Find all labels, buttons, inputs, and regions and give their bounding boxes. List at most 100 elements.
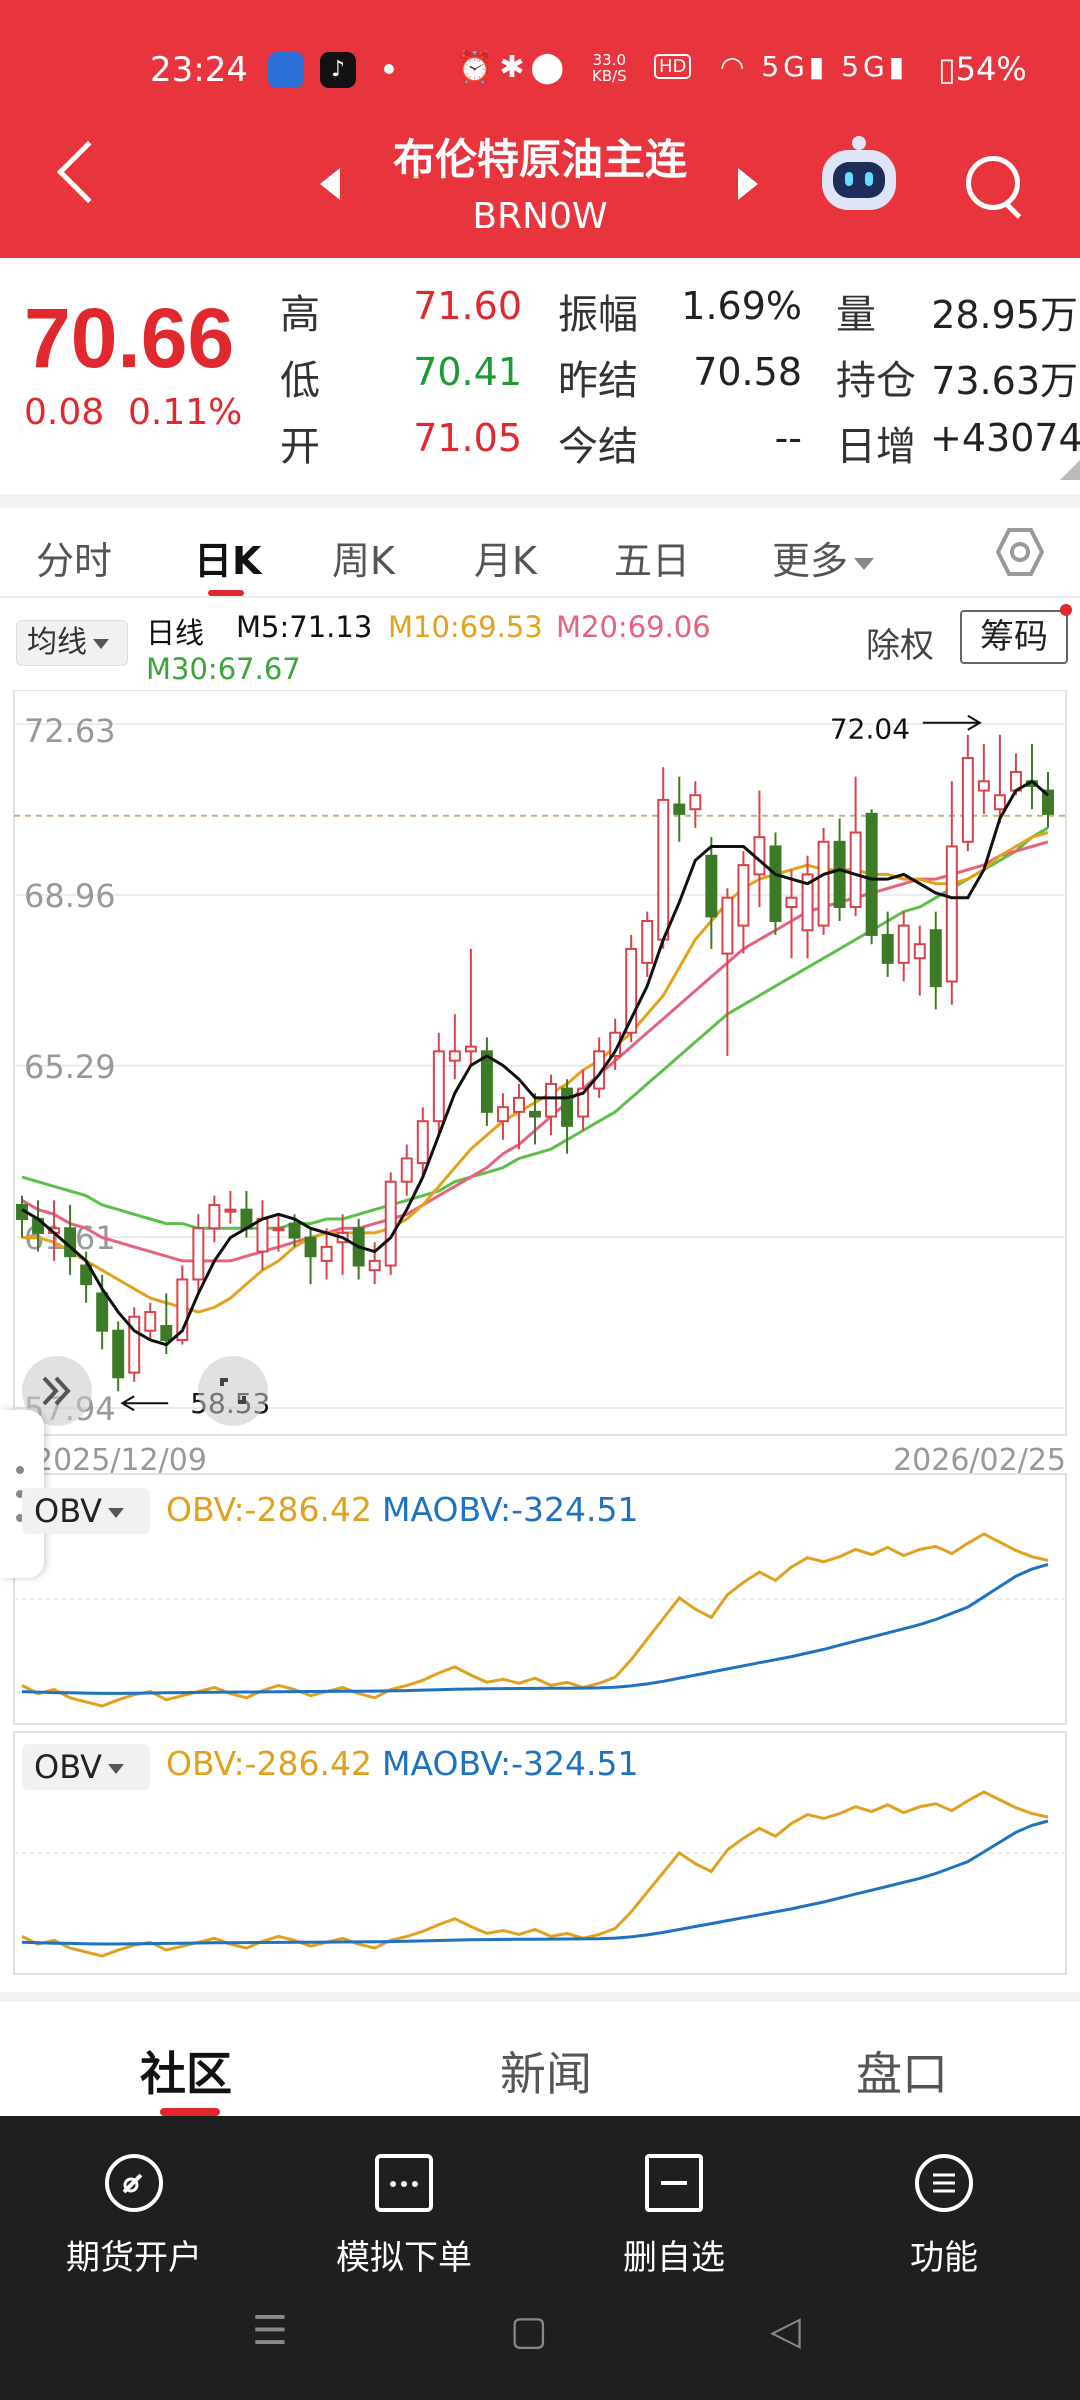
notification-app-icon: [268, 52, 304, 88]
system-home-icon[interactable]: ▢: [510, 2308, 548, 2354]
tab-order-book[interactable]: 盘口: [856, 2047, 948, 2101]
m20-line: [21, 840, 1049, 1263]
tab-five-day[interactable]: 五日: [614, 539, 691, 583]
candle-body: [977, 780, 990, 792]
battery-level: ▯54%: [938, 50, 1027, 88]
chuquan-toggle[interactable]: 除权: [866, 626, 934, 666]
legend-m5: M5:71.13: [236, 610, 373, 644]
tab-weekly-k[interactable]: 周K: [332, 539, 395, 583]
divider: [0, 494, 1080, 508]
obv-legend-obv-2: OBV:-286.42: [166, 1744, 372, 1783]
candle-body: [529, 1110, 541, 1118]
app-header: 23:24 ♪ ⏰✱⬤ 33.0 KB/S HD ◠ 5G▮ 5G▮ ▯54% …: [0, 0, 1080, 258]
more-notifications-icon: [384, 64, 394, 74]
quote-panel: [0, 258, 1080, 494]
page-title: 布伦特原油主连: [392, 135, 687, 184]
robot-assistant-icon[interactable]: [822, 136, 896, 210]
candle-body: [160, 1325, 173, 1342]
prev-contract-icon[interactable]: [320, 168, 340, 200]
quote-label-amplitude: 振幅: [558, 292, 638, 338]
last-price: 70.66: [24, 291, 235, 385]
simulated-order-button[interactable]: 模拟下单: [304, 2138, 504, 2279]
obv-indicator-select[interactable]: OBV: [22, 1488, 150, 1534]
quote-label-prev-settle: 昨结: [558, 358, 638, 404]
quote-value-settle: --: [774, 416, 802, 460]
quote-value-daily-change: +43074: [930, 416, 1080, 460]
candle-body: [929, 929, 942, 988]
chouma-button[interactable]: 筹码: [960, 610, 1068, 664]
obv-panel-2-obv-line: [21, 1790, 1049, 1958]
ma-select-dropdown[interactable]: 均线: [16, 620, 128, 666]
candle-body: [256, 1217, 269, 1253]
period-tabs: 分时 日K 周K 月K 五日 更多: [0, 508, 1080, 598]
obv-indicator-select-2[interactable]: OBV: [22, 1744, 150, 1790]
candle-body: [897, 924, 910, 964]
candle-body: [400, 1157, 413, 1183]
candle-body: [657, 798, 670, 941]
notification-dot: [1060, 604, 1072, 616]
bluetooth-icon: ✱: [499, 50, 531, 85]
status-time: 23:24: [150, 50, 248, 90]
chevron-down-icon: [93, 638, 109, 649]
candle-body: [689, 794, 702, 811]
chevron-down-icon: [108, 1764, 125, 1774]
tab-more[interactable]: 更多: [772, 530, 875, 585]
remove-watchlist-button[interactable]: 删自选: [574, 2138, 774, 2279]
quote-label-open-interest: 持仓: [836, 358, 916, 404]
ma-select-label: 均线: [27, 625, 87, 660]
candle-body: [192, 1227, 205, 1281]
m5-line: [21, 779, 1049, 1347]
expand-corner-icon[interactable]: [1060, 460, 1080, 480]
obv-legend-maobv: MAOBV:-324.51: [382, 1490, 639, 1529]
tab-more-label: 更多: [772, 539, 849, 583]
legend-m10: M10:69.53: [388, 610, 543, 644]
net-speed: 33.0 KB/S: [592, 52, 627, 84]
hd-icon: HD: [654, 54, 692, 79]
candle-body: [208, 1203, 221, 1230]
battery-text: 54%: [955, 50, 1027, 88]
functions-button[interactable]: 功能: [844, 2138, 1044, 2279]
chart-area: 72.6368.9665.2961.6157.9472.0458.532025/…: [0, 690, 1080, 1980]
tab-news[interactable]: 新闻: [500, 2047, 592, 2101]
candle-body: [128, 1315, 141, 1374]
tab-community[interactable]: 社区: [140, 2047, 232, 2101]
candle-body: [817, 840, 830, 927]
account-icon: [105, 2154, 163, 2212]
candle-body: [384, 1180, 397, 1267]
system-back-icon[interactable]: ◁: [770, 2308, 801, 2354]
wifi-icon: ◠: [720, 50, 749, 83]
tab-daily-k[interactable]: 日K: [194, 539, 262, 583]
quote-value-prev-settle: 70.58: [693, 350, 802, 394]
search-icon[interactable]: [966, 156, 1020, 210]
candle-body: [480, 1050, 493, 1113]
double-chevron-right-icon: [42, 1376, 71, 1406]
settings-icon[interactable]: [994, 526, 1046, 578]
quote-value-amplitude: 1.69%: [681, 284, 802, 328]
quote-value-low: 70.41: [413, 350, 522, 394]
fullscreen-button[interactable]: [198, 1356, 268, 1426]
candle-body: [737, 864, 750, 927]
candle-body: [288, 1222, 301, 1239]
system-menu-icon[interactable]: ☰: [252, 2308, 288, 2354]
dock-label: 期货开户: [66, 2238, 202, 2278]
fullscreen-icon: [220, 1378, 246, 1404]
next-contract-icon[interactable]: [738, 168, 758, 200]
candle-body: [833, 840, 846, 908]
candle-body: [464, 1045, 477, 1053]
candlestick-chart[interactable]: 72.6368.9665.2961.6157.9472.0458.532025/…: [0, 690, 1080, 1980]
tab-intraday[interactable]: 分时: [36, 539, 113, 583]
x-end-date: 2026/02/25: [893, 1443, 1066, 1478]
tab-monthly-k[interactable]: 月K: [474, 539, 537, 583]
chevron-down-icon: [854, 557, 875, 570]
tiktok-icon: ♪: [320, 52, 356, 88]
candle-body: [945, 845, 958, 983]
candle-body: [432, 1050, 445, 1123]
quote-value-open: 71.05: [413, 416, 522, 460]
open-futures-account-button[interactable]: 期货开户: [34, 2138, 234, 2279]
candle-body: [80, 1264, 93, 1286]
x-start-date: 2025/12/09: [34, 1443, 207, 1478]
bottom-action-bar: 期货开户 模拟下单 删自选 功能: [0, 2116, 1080, 2400]
dock-label: 功能: [910, 2238, 978, 2278]
location-icon: ⬤: [530, 50, 571, 85]
max-arrow: [922, 714, 982, 731]
